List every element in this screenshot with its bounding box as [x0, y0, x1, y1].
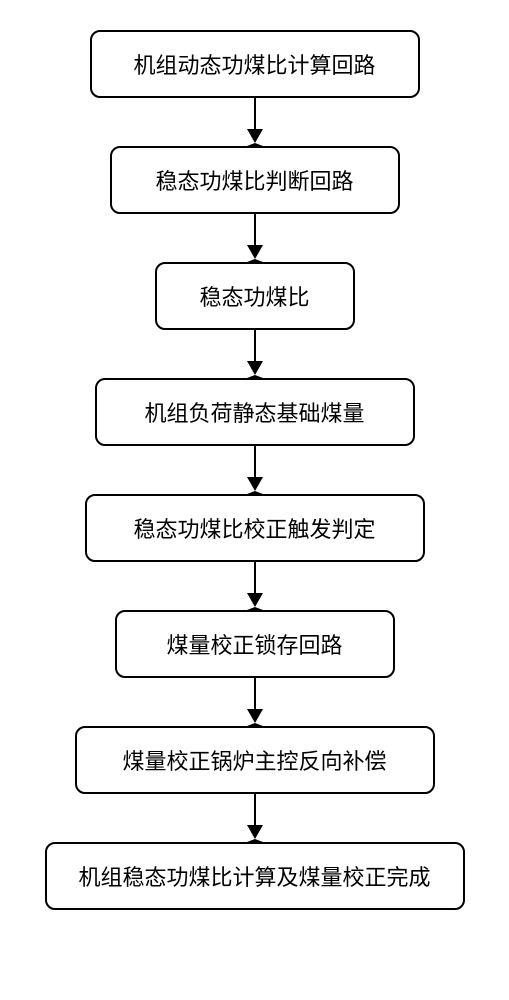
- flowchart-node-n7: 煤量校正锅炉主控反向补偿: [75, 726, 435, 794]
- flowchart-node-n5: 稳态功煤比校正触发判定: [85, 494, 425, 562]
- flowchart-node-label: 稳态功煤比校正触发判定: [133, 512, 375, 544]
- flowchart-node-n6: 煤量校正锁存回路: [115, 610, 395, 678]
- flowchart-node-n2: 稳态功煤比判断回路: [110, 146, 400, 214]
- arrow-head-icon: [247, 825, 263, 842]
- arrow-line: [254, 330, 256, 361]
- flowchart-node-label: 机组负荷静态基础煤量: [144, 396, 364, 428]
- arrow-line: [254, 446, 256, 477]
- flowchart-node-label: 煤量校正锁存回路: [166, 628, 342, 660]
- arrow-line: [254, 562, 256, 593]
- flowchart-node-n1: 机组动态功煤比计算回路: [90, 30, 420, 98]
- flowchart-node-label: 稳态功煤比: [199, 280, 309, 312]
- flowchart-arrow: [247, 330, 263, 378]
- flowchart-arrow: [247, 562, 263, 610]
- flowchart-container: 机组动态功煤比计算回路稳态功煤比判断回路稳态功煤比机组负荷静态基础煤量稳态功煤比…: [45, 30, 465, 910]
- arrow-line: [254, 794, 256, 825]
- flowchart-node-n8: 机组稳态功煤比计算及煤量校正完成: [45, 842, 465, 910]
- arrow-head-icon: [247, 361, 263, 378]
- flowchart-node-label: 机组稳态功煤比计算及煤量校正完成: [78, 860, 430, 892]
- flowchart-node-label: 稳态功煤比判断回路: [155, 164, 353, 196]
- arrow-line: [254, 678, 256, 709]
- flowchart-node-label: 煤量校正锅炉主控反向补偿: [122, 744, 386, 776]
- flowchart-arrow: [247, 446, 263, 494]
- flowchart-arrow: [247, 678, 263, 726]
- flowchart-arrow: [247, 794, 263, 842]
- flowchart-node-n4: 机组负荷静态基础煤量: [95, 378, 415, 446]
- flowchart-node-label: 机组动态功煤比计算回路: [133, 48, 375, 80]
- flowchart-arrow: [247, 214, 263, 262]
- flowchart-arrow: [247, 98, 263, 146]
- arrow-head-icon: [247, 129, 263, 146]
- flowchart-node-n3: 稳态功煤比: [155, 262, 355, 330]
- arrow-line: [254, 98, 256, 129]
- arrow-head-icon: [247, 593, 263, 610]
- arrow-line: [254, 214, 256, 245]
- arrow-head-icon: [247, 245, 263, 262]
- arrow-head-icon: [247, 709, 263, 726]
- arrow-head-icon: [247, 477, 263, 494]
